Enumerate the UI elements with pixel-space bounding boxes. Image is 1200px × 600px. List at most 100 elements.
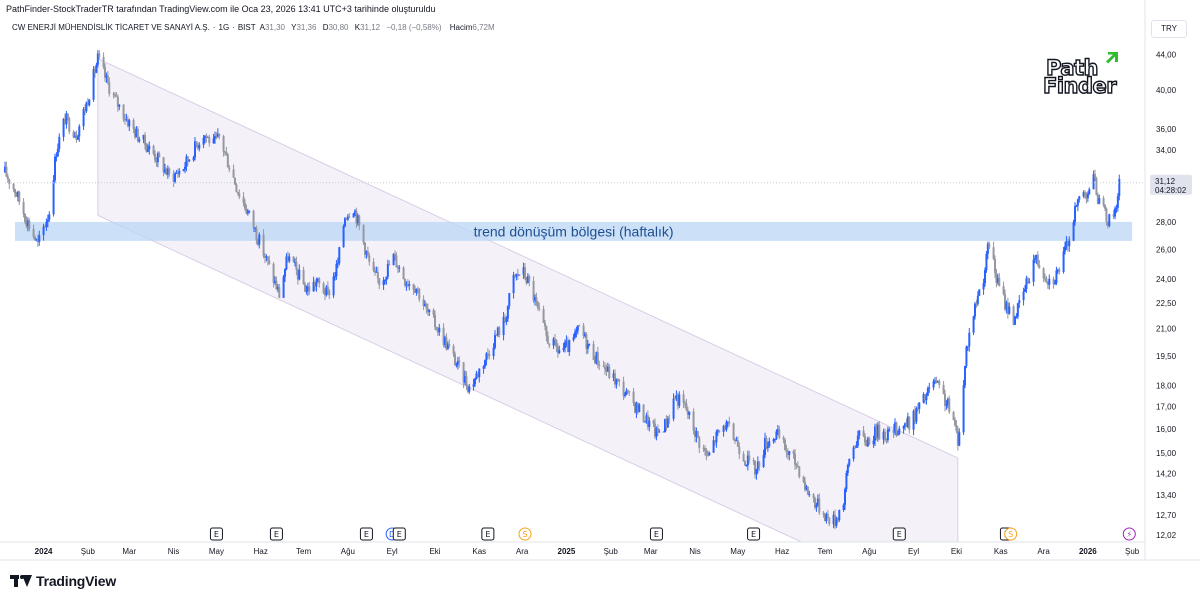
interval[interactable]: 1G <box>218 23 230 32</box>
candle-body <box>668 418 671 420</box>
candle-body <box>214 136 216 139</box>
candle-body <box>912 410 915 430</box>
candle-body <box>846 464 849 473</box>
candle-body <box>456 360 459 365</box>
candle-body <box>268 260 271 264</box>
price-tick-label: 36,00 <box>1156 125 1177 134</box>
candle-body <box>122 104 125 120</box>
candle-body <box>704 448 706 451</box>
time-axis[interactable]: 2024 Şub Mar Nis May Haz Tem Ağu Eyl Eki Kas Ara 202… <box>0 541 1200 561</box>
time-tick-label: Haz <box>775 547 789 556</box>
candle-body <box>402 267 405 280</box>
candle-body <box>522 267 525 275</box>
candle-body <box>732 423 735 440</box>
candle-body <box>365 251 368 255</box>
price-axis[interactable]: 44,00 40,00 36,00 34,00 28,00 26,00 24,00 22,50… <box>1144 0 1192 560</box>
candle-body <box>952 411 955 421</box>
candle-body <box>1115 207 1118 209</box>
event-earnings-label: E <box>364 530 369 539</box>
candle-body <box>24 213 26 222</box>
candle-body <box>48 214 51 220</box>
candle-body <box>1042 268 1045 279</box>
candle-body <box>198 144 201 149</box>
currency-button[interactable]: TRY <box>1151 20 1187 38</box>
candle-body <box>528 276 531 281</box>
candle-body <box>708 452 711 456</box>
low-value: 30,80 <box>328 23 349 32</box>
symbol-name[interactable]: CW ENERJİ MÜHENDİSLİK TİCARET VE SANAYİ … <box>12 23 210 32</box>
candle-body <box>478 368 481 378</box>
candle-body <box>106 75 109 83</box>
candle-body <box>838 509 841 521</box>
candle-body <box>222 136 225 152</box>
time-tick-label: 2025 <box>558 547 576 556</box>
candle-body <box>654 423 656 437</box>
channel-lower-line <box>97 214 803 542</box>
candle-body <box>722 426 725 432</box>
candle-body <box>702 447 705 449</box>
candle-body <box>904 423 906 427</box>
candle-body <box>435 327 438 331</box>
candle-body <box>895 422 898 435</box>
candle-body <box>82 109 85 127</box>
candle-body <box>205 135 208 138</box>
candle-body <box>898 428 901 434</box>
parallel-channel[interactable] <box>97 58 959 600</box>
time-tick-label: May <box>730 547 745 556</box>
candle-body <box>368 255 371 262</box>
candle-body <box>318 278 321 284</box>
candle-body <box>166 168 169 175</box>
candle-body <box>554 338 556 341</box>
candle-body <box>826 514 829 518</box>
candle-body <box>994 258 996 273</box>
candle-body <box>255 227 258 241</box>
candle-body <box>746 455 749 466</box>
candle-body <box>1002 286 1005 295</box>
price-tick-label: 16,00 <box>1156 425 1177 434</box>
candle-body <box>766 446 769 449</box>
open-value: 31,30 <box>264 23 286 32</box>
candle-body <box>652 420 655 424</box>
candle-body <box>758 461 761 467</box>
trend-zone[interactable]: trend dönüşüm bölgesi (haftalık) <box>15 221 1133 241</box>
candle-body <box>282 276 285 298</box>
candle-body <box>876 424 879 438</box>
candle-body <box>538 308 541 310</box>
candle-body <box>135 128 138 138</box>
candle-body <box>688 411 691 415</box>
candle-body <box>615 378 618 385</box>
last-price-countdown: 04:28:02 <box>1155 186 1187 195</box>
candle-body <box>385 276 388 281</box>
time-tick-label: Ağu <box>862 547 876 556</box>
candle-body <box>466 386 469 392</box>
candle-body <box>548 343 551 346</box>
candle-body <box>592 343 595 360</box>
candle-body <box>288 256 291 262</box>
candle-body <box>412 284 415 290</box>
candle-body <box>582 325 585 337</box>
candle-body <box>672 398 675 419</box>
tradingview-logo[interactable]: TradingView <box>10 572 116 590</box>
event-earnings-label: E <box>274 530 279 539</box>
candle-body <box>1062 251 1065 272</box>
candle-body <box>452 345 455 354</box>
candle-body <box>1095 178 1098 195</box>
candle-body <box>424 304 426 307</box>
candle-body <box>66 113 69 119</box>
candle-body <box>712 440 715 453</box>
candle-body <box>275 280 278 290</box>
last-price-badge <box>1150 174 1192 195</box>
candle-body <box>635 402 638 413</box>
candle-body <box>698 437 701 448</box>
candle-body <box>165 168 168 175</box>
candle-body <box>575 330 578 333</box>
candle-body <box>304 284 306 292</box>
candle-body <box>126 119 129 127</box>
candle-body <box>244 203 246 209</box>
candle-body <box>605 369 608 372</box>
candle-body <box>245 208 248 214</box>
candle-body <box>1072 222 1075 241</box>
candle-body <box>686 410 689 415</box>
candle-body <box>882 431 885 440</box>
